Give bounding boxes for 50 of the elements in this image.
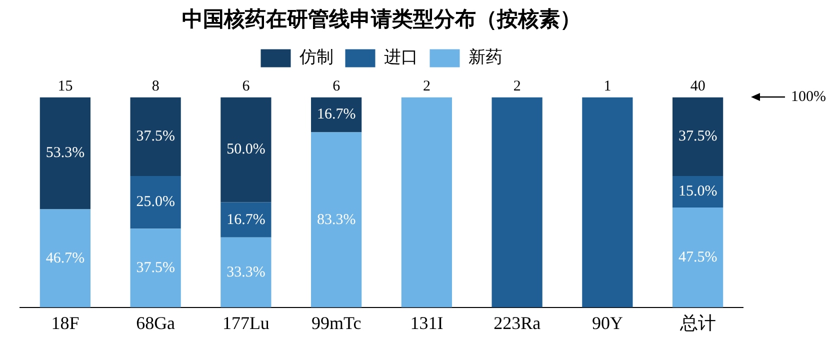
x-tick-label: 131I <box>410 312 444 333</box>
bar <box>582 97 633 308</box>
bar <box>40 209 90 308</box>
bar <box>492 97 542 308</box>
annotation: 2 <box>513 78 521 95</box>
bar <box>220 97 272 202</box>
x-tick-label: 223Ra <box>494 312 541 333</box>
x-tick-label: 177Lu <box>222 312 270 333</box>
annotation: 40 <box>690 78 706 95</box>
annotation: 8 <box>152 78 160 95</box>
annotation: 6 <box>332 78 341 95</box>
data-label: 16.7% <box>226 212 266 228</box>
data-label: 25.0% <box>136 194 175 210</box>
data-label: 37.5% <box>678 128 718 145</box>
data-label: 47.5% <box>678 249 718 266</box>
bar <box>130 176 181 229</box>
data-label: 33.3% <box>226 264 266 280</box>
legend-label: 新药 <box>468 48 502 67</box>
bar <box>401 97 452 308</box>
data-label: 15.0% <box>678 184 718 200</box>
bar <box>40 97 90 210</box>
text: 100% <box>791 89 826 106</box>
x-tick-label: 18F <box>51 312 80 333</box>
data-label: 83.3% <box>316 212 356 228</box>
data-label: 53.3% <box>46 145 85 162</box>
x-tick-label: 68Ga <box>136 312 176 333</box>
annotation: 6 <box>242 78 250 95</box>
chart-title: 中国核药在研管线申请类型分布（按核素） <box>182 7 581 32</box>
legend-label: 进口 <box>384 48 418 67</box>
annotation: 2 <box>422 78 430 95</box>
data-label: 37.5% <box>136 128 175 145</box>
data-label: 46.7% <box>46 250 85 266</box>
legend-label: 仿制 <box>298 48 334 67</box>
x-tick-label: 90Y <box>592 312 623 333</box>
data-label: 37.5% <box>136 260 175 276</box>
bar <box>220 202 272 238</box>
bar <box>311 132 362 308</box>
bar <box>130 97 181 176</box>
annotation: 15 <box>58 78 73 95</box>
bar <box>220 237 272 308</box>
data-label: 50.0% <box>226 142 266 158</box>
bar <box>311 97 362 132</box>
annotation: 1 <box>604 78 612 95</box>
bar <box>130 228 181 308</box>
x-tick-label: 99mTc <box>311 312 362 333</box>
bar <box>672 176 724 208</box>
x-tick-label: 总计 <box>678 312 716 333</box>
data-label: 16.7% <box>316 106 356 123</box>
bar <box>672 208 724 308</box>
bar <box>672 97 724 176</box>
